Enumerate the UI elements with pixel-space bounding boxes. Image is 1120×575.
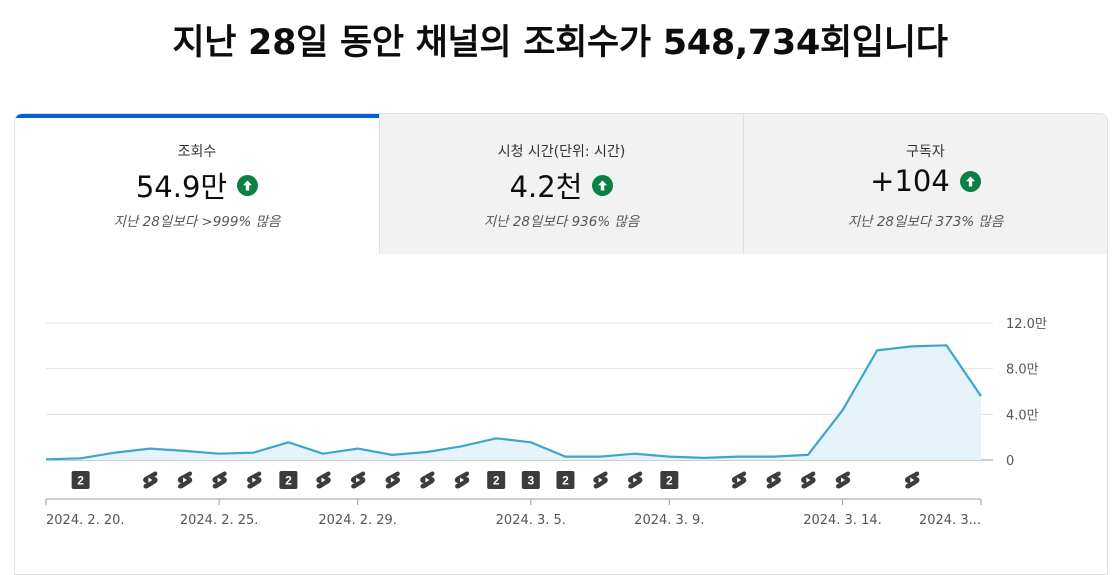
series-area <box>46 345 981 460</box>
x-tick-label: 2024. 3. 9. <box>634 513 704 528</box>
views-chart: 12.0만 8.0만 4.0만 0 2 2 2 3 2 2 2024. 2. 20. 2024. 2.… <box>0 0 1120 557</box>
upload-count-label: 2 <box>562 474 569 488</box>
upload-count-label: 2 <box>77 474 84 488</box>
upload-count-label: 2 <box>285 474 292 488</box>
x-tick-label: 2024. 3. 5. <box>496 513 566 528</box>
upload-count-label: 2 <box>666 474 673 488</box>
x-tick-label: 2024. 3. 14. <box>803 513 882 528</box>
x-tick-label: 2024. 2. 29. <box>318 513 397 528</box>
y-tick-label: 12.0만 <box>1006 317 1047 332</box>
upload-count-label: 2 <box>493 474 500 488</box>
x-tick-label: 2024. 2. 25. <box>180 513 259 528</box>
upload-count-label: 3 <box>527 474 534 488</box>
x-tick-label: 2024. 3... <box>919 513 981 528</box>
y-tick-label: 0 <box>1006 454 1014 469</box>
x-tick-label: 2024. 2. 20. <box>46 513 125 528</box>
y-tick-label: 4.0만 <box>1006 408 1039 423</box>
y-tick-label: 8.0만 <box>1006 363 1039 378</box>
